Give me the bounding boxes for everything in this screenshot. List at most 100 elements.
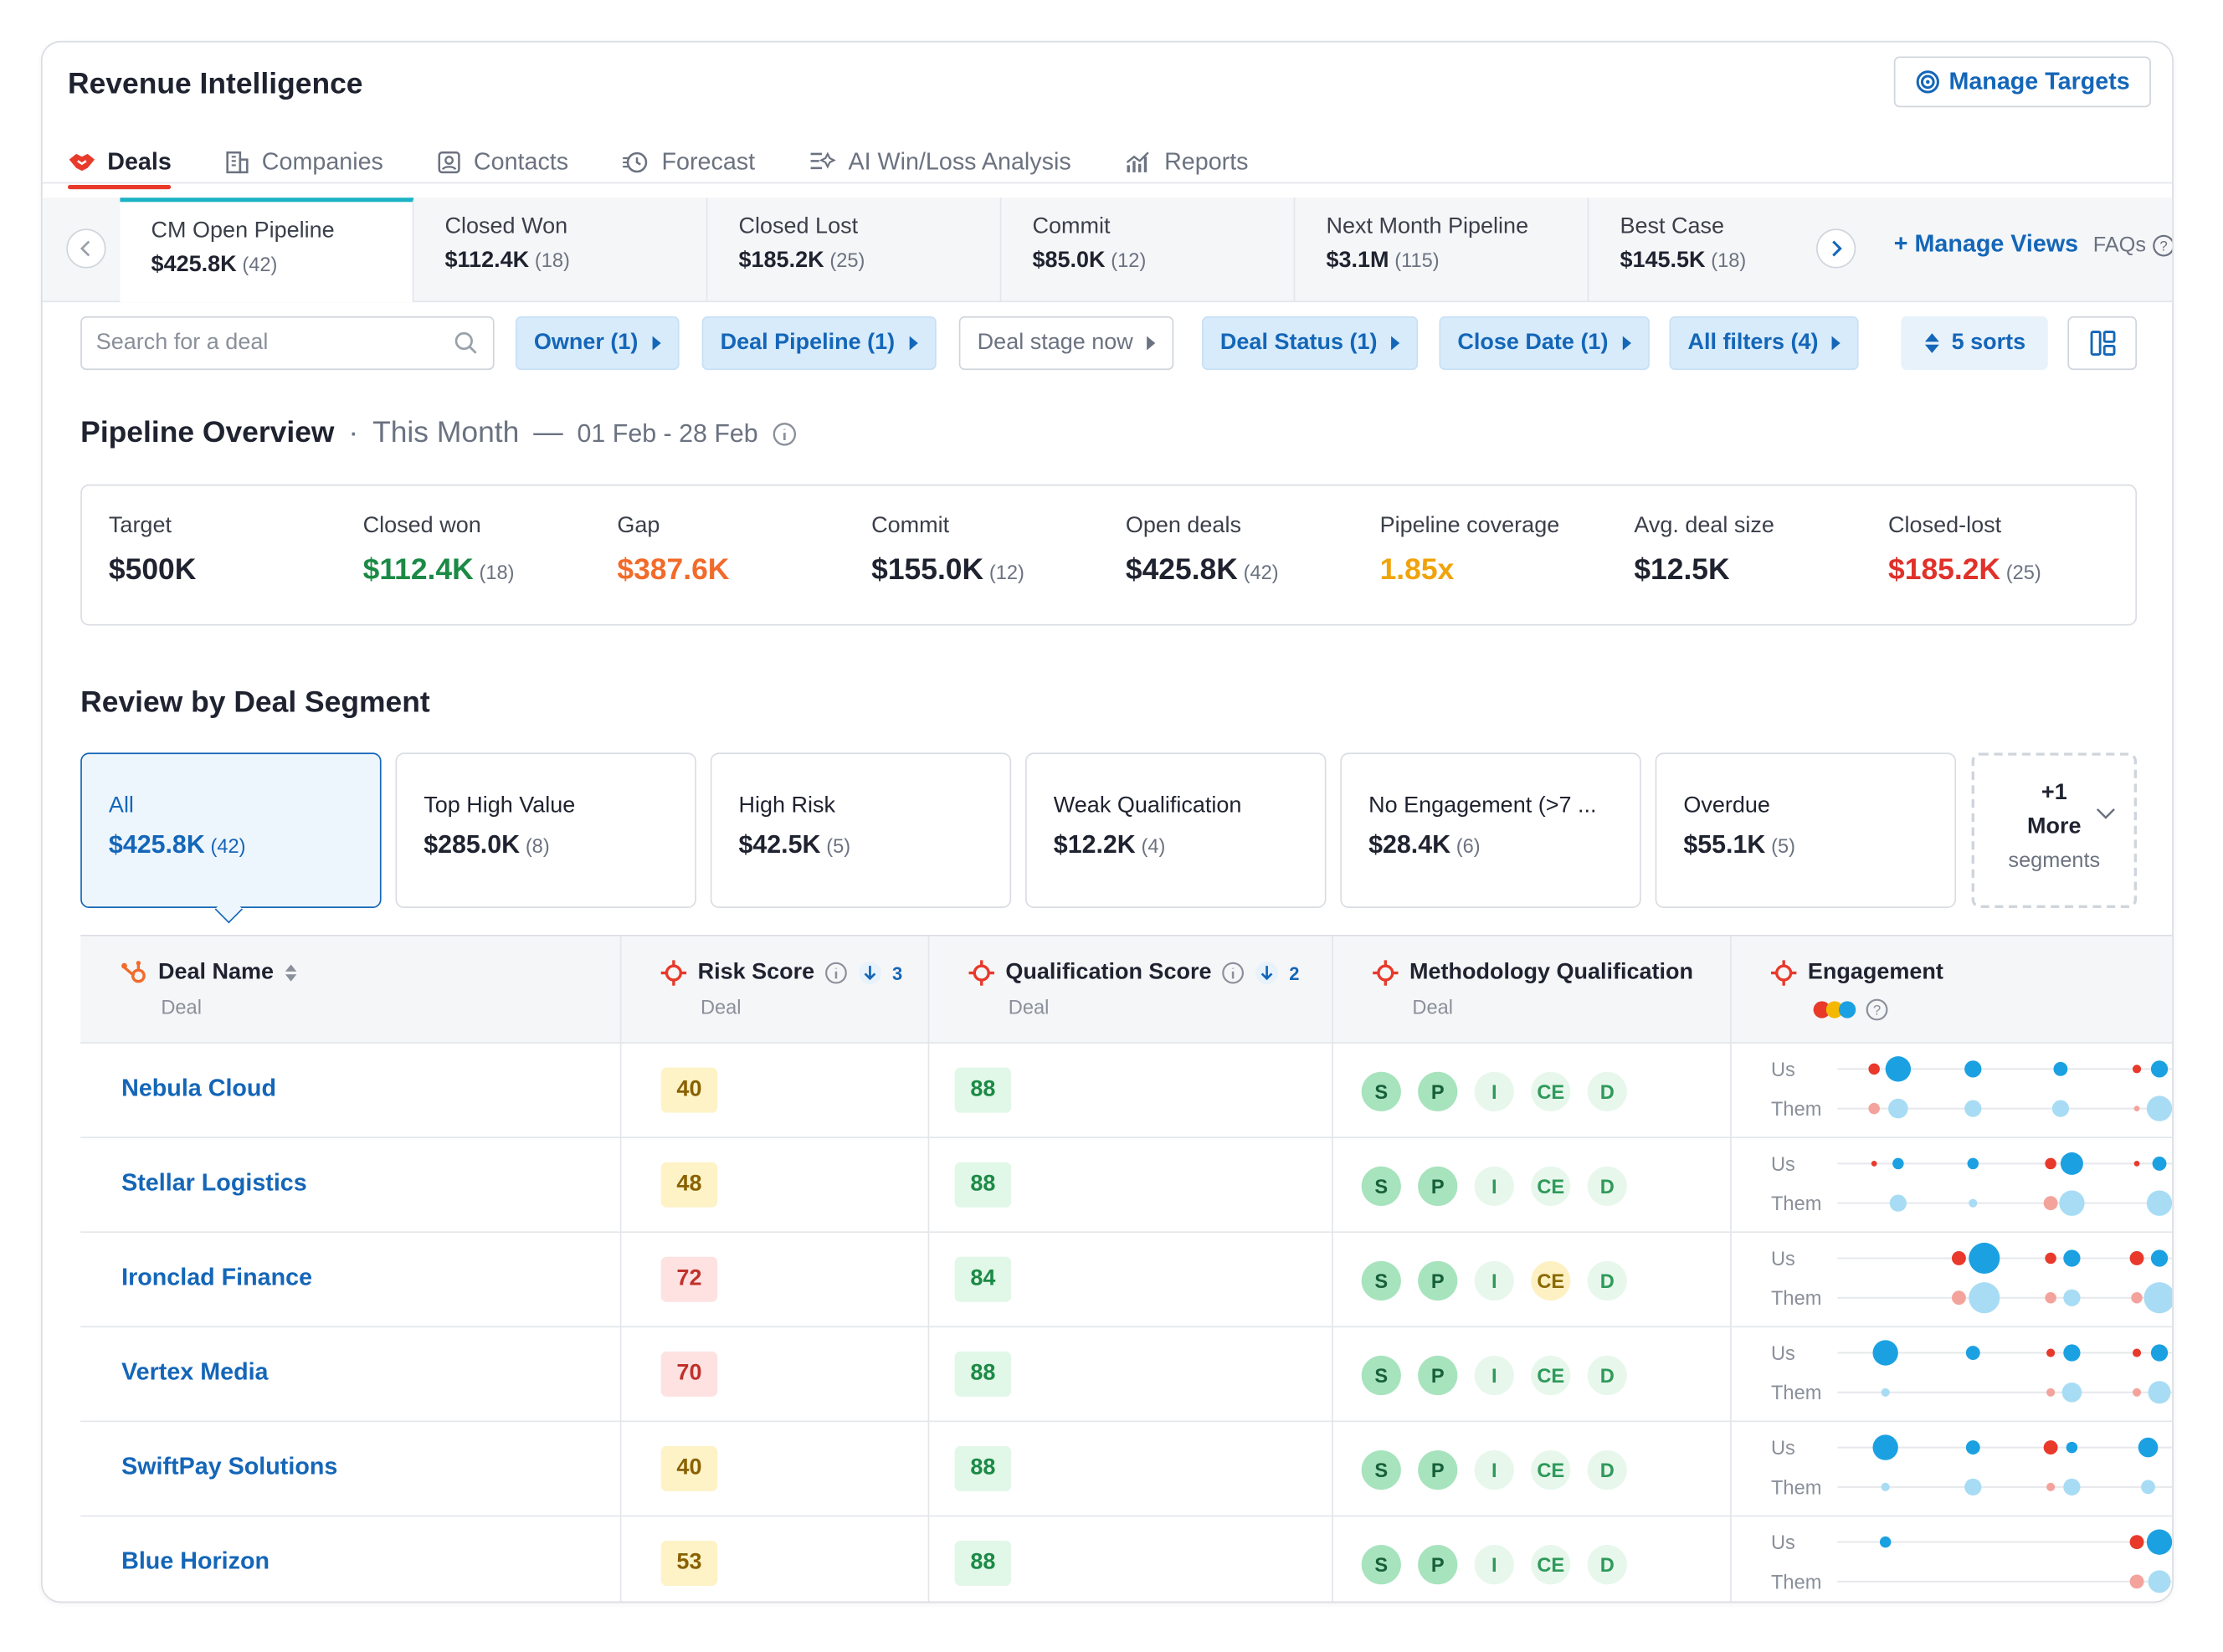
view-count: (42) bbox=[242, 253, 278, 276]
segment-card[interactable]: Top High Value $285.0K (8) bbox=[395, 752, 696, 908]
sort-toggle-icon[interactable] bbox=[284, 963, 298, 983]
filter-deal-pipeline[interactable]: Deal Pipeline (1) bbox=[701, 316, 937, 371]
table-row[interactable]: SwiftPay Solutions 40 88 S P I CE D Us Them bbox=[80, 1422, 2173, 1517]
view-tab-closed-won[interactable]: Closed Won $112.4K (18) bbox=[413, 198, 708, 301]
table-row[interactable]: Nebula Cloud 40 88 S P I CE D Us Them bbox=[80, 1044, 2173, 1139]
engagement-dot-them bbox=[2133, 1106, 2140, 1111]
tab-contacts[interactable]: Contacts bbox=[437, 141, 568, 184]
view-name: Next Month Pipeline bbox=[1326, 214, 1529, 239]
deal-name-link[interactable]: Stellar Logistics bbox=[121, 1169, 307, 1197]
engagement-dot-us bbox=[1868, 1063, 1880, 1075]
view-value: $145.5K bbox=[1620, 248, 1706, 273]
segment-label: No Engagement (>7 ... bbox=[1368, 793, 1597, 818]
views-prev-button[interactable] bbox=[66, 228, 106, 269]
sorts-button[interactable]: 5 sorts bbox=[1901, 316, 2048, 371]
deal-name-link[interactable]: Ironclad Finance bbox=[121, 1264, 313, 1291]
table-row[interactable]: Stellar Logistics 48 88 S P I CE D Us Them bbox=[80, 1138, 2173, 1234]
view-count: (12) bbox=[1111, 248, 1147, 271]
col-qualification-score[interactable]: Qualification Score 2 Deal bbox=[968, 936, 1299, 1044]
views-bar: CM Open Pipeline $425.8K (42) Closed Won … bbox=[42, 198, 2173, 303]
engagement-dot-them bbox=[2051, 1100, 2070, 1117]
engagement-dot-us bbox=[2138, 1437, 2159, 1458]
engagement-dot-them bbox=[1951, 1290, 1966, 1306]
tab-reports[interactable]: Reports bbox=[1125, 141, 1249, 184]
stat-label: Open deals bbox=[1125, 514, 1241, 538]
segment-card[interactable]: All $425.8K (42) bbox=[80, 752, 382, 908]
deal-name-link[interactable]: Blue Horizon bbox=[121, 1547, 270, 1575]
col-deal-name[interactable]: Deal Name Deal bbox=[120, 936, 297, 1044]
more-count: +1 bbox=[2041, 781, 2067, 805]
more-segments-button[interactable]: +1 More segments bbox=[1971, 752, 2138, 908]
main-nav: Deals Companies Contacts Forecast AI Win… bbox=[67, 141, 1249, 190]
stat-count: (25) bbox=[2005, 560, 2041, 583]
info-icon[interactable] bbox=[1221, 962, 1244, 984]
segment-card[interactable]: High Risk $42.5K (5) bbox=[710, 752, 1012, 908]
crosshair-icon bbox=[968, 960, 994, 986]
engagement-dot-us bbox=[2046, 1348, 2056, 1357]
engagement-them-label: Them bbox=[1770, 1381, 1822, 1404]
view-value: $425.8K bbox=[151, 253, 237, 277]
sort-desc-icon[interactable] bbox=[857, 960, 882, 985]
tab-forecast[interactable]: Forecast bbox=[622, 141, 755, 184]
methodology-pill: S bbox=[1361, 1355, 1401, 1396]
risk-score-badge: 48 bbox=[660, 1162, 718, 1208]
tab-companies[interactable]: Companies bbox=[225, 141, 383, 184]
filter-deal-stage-now[interactable]: Deal stage now bbox=[958, 316, 1174, 371]
segment-count: (5) bbox=[826, 834, 851, 858]
app-title: Revenue Intelligence bbox=[67, 67, 363, 100]
sort-desc-icon[interactable] bbox=[1254, 960, 1279, 985]
deal-name-link[interactable]: Nebula Cloud bbox=[121, 1075, 276, 1102]
segment-value-line: $425.8K (42) bbox=[109, 830, 353, 859]
engagement-dot-them bbox=[2132, 1388, 2142, 1397]
info-icon[interactable] bbox=[824, 962, 847, 984]
filter-all-filters[interactable]: All filters (4) bbox=[1669, 316, 1860, 371]
segment-card[interactable]: Overdue $55.1K (5) bbox=[1655, 752, 1957, 908]
review-segment-title: Review by Deal Segment bbox=[80, 686, 430, 719]
segment-value: $285.0K bbox=[424, 830, 521, 859]
deal-search-input[interactable]: Search for a deal bbox=[80, 316, 495, 371]
view-tab-closed-lost[interactable]: Closed Lost $185.2K (25) bbox=[707, 198, 1002, 301]
view-tab-cm-open-pipeline[interactable]: CM Open Pipeline $425.8K (42) bbox=[120, 198, 414, 303]
view-name: Closed Won bbox=[444, 214, 568, 239]
manage-views-link[interactable]: + Manage Views bbox=[1893, 230, 2079, 258]
stat-value-line: $387.6K bbox=[617, 553, 735, 587]
filter-deal-status[interactable]: Deal Status (1) bbox=[1201, 316, 1419, 371]
deal-name-link[interactable]: Vertex Media bbox=[121, 1358, 269, 1386]
help-icon[interactable]: ? bbox=[1866, 998, 1888, 1021]
segment-card[interactable]: Weak Qualification $12.2K (4) bbox=[1025, 752, 1327, 908]
engagement-dot-us bbox=[1871, 1161, 1877, 1167]
column-layout-button[interactable] bbox=[2067, 316, 2138, 371]
faqs-link[interactable]: FAQs ? bbox=[2093, 233, 2173, 257]
col-risk-score[interactable]: Risk Score 3 Deal bbox=[660, 936, 902, 1044]
filter-close-date[interactable]: Close Date (1) bbox=[1439, 316, 1650, 371]
table-row[interactable]: Vertex Media 70 88 S P I CE D Us Them bbox=[80, 1327, 2173, 1423]
table-row[interactable]: Blue Horizon 53 88 S P I CE D Us Them bbox=[80, 1516, 2173, 1601]
target-icon bbox=[1916, 70, 1939, 94]
info-icon[interactable] bbox=[773, 422, 797, 446]
table-row[interactable]: Ironclad Finance 72 84 S P I CE D Us Them bbox=[80, 1233, 2173, 1328]
segment-value-line: $55.1K (5) bbox=[1683, 830, 1928, 859]
methodology-pill: CE bbox=[1531, 1545, 1571, 1585]
tab-deals[interactable]: Deals bbox=[67, 141, 172, 190]
tab-forecast-label: Forecast bbox=[661, 148, 756, 176]
stat-count: (12) bbox=[988, 560, 1024, 583]
views-next-button[interactable] bbox=[1815, 228, 1856, 269]
col-sub: Deal bbox=[700, 995, 742, 1018]
dash-separator: — bbox=[533, 416, 563, 449]
view-tab-next-month-pipeline[interactable]: Next Month Pipeline $3.1M (115) bbox=[1295, 198, 1589, 301]
segment-card[interactable]: No Engagement (>7 ... $28.4K (6) bbox=[1340, 752, 1641, 908]
view-name: CM Open Pipeline bbox=[151, 218, 335, 244]
col-methodology-qualification[interactable]: Methodology Qualification Deal bbox=[1371, 936, 1693, 1044]
view-tab-commit[interactable]: Commit $85.0K (12) bbox=[1001, 198, 1296, 301]
deal-name-link[interactable]: SwiftPay Solutions bbox=[121, 1453, 338, 1480]
view-tab-best-case[interactable]: Best Case $145.5K (18) bbox=[1589, 198, 1803, 300]
engagement-dot-us bbox=[2132, 1065, 2142, 1074]
qualification-score-badge: 84 bbox=[954, 1256, 1012, 1302]
filter-owner[interactable]: Owner (1) bbox=[515, 316, 680, 371]
chevron-down-icon bbox=[2096, 808, 2115, 819]
more-sub: segments bbox=[2008, 849, 2101, 873]
manage-targets-button[interactable]: Manage Targets bbox=[1893, 56, 2151, 108]
col-engagement[interactable]: Engagement ? bbox=[1769, 936, 1943, 1044]
engagement-dot-us bbox=[2063, 1249, 2081, 1267]
tab-ai-win-loss[interactable]: AI Win/Loss Analysis bbox=[809, 141, 1071, 184]
